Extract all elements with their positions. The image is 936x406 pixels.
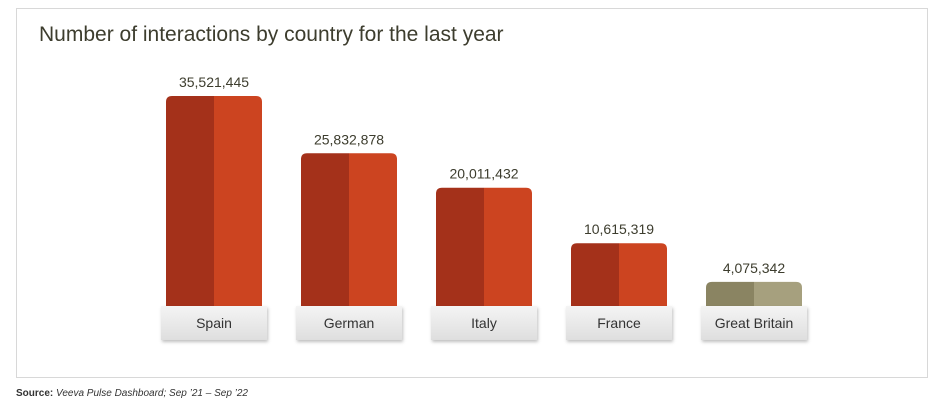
category-label: Spain [196,315,232,331]
value-label: 35,521,445 [179,74,249,90]
bar-highlight [349,153,397,306]
category-label: Italy [471,315,497,331]
chart-title: Number of interactions by country for th… [39,23,504,46]
bar [166,96,214,306]
bar [301,153,349,306]
bar-highlight [754,281,802,306]
source-label: Source: [16,388,54,399]
bar-highlight [214,96,262,306]
bar [436,187,484,306]
bar-highlight [484,187,532,306]
bar-group: 20,011,432 Italy [431,166,537,340]
source-note: Source: Veeva Pulse Dashboard; Sep ’21 –… [16,388,248,399]
bar-group: 25,832,878 German [296,131,402,340]
bar [706,281,754,306]
value-label: 25,832,878 [314,131,384,147]
category-cap [566,306,672,340]
category-cap [161,306,267,340]
category-cap [701,306,807,340]
bar-group: 4,075,342 Great Britain [701,260,807,340]
value-label: 4,075,342 [723,260,785,276]
category-label: German [324,315,375,331]
bar-group: 10,615,319 France [566,221,672,340]
category-cap [296,306,402,340]
bar-group: 35,521,445 Spain [161,74,267,340]
source-text: Veeva Pulse Dashboard; Sep ’21 – Sep ’22 [56,388,248,399]
value-label: 10,615,319 [584,221,654,237]
bar-highlight [619,243,667,306]
category-label: Great Britain [715,315,794,331]
value-label: 20,011,432 [449,166,518,182]
category-cap [431,306,537,340]
category-label: France [597,315,641,331]
bar [571,243,619,306]
